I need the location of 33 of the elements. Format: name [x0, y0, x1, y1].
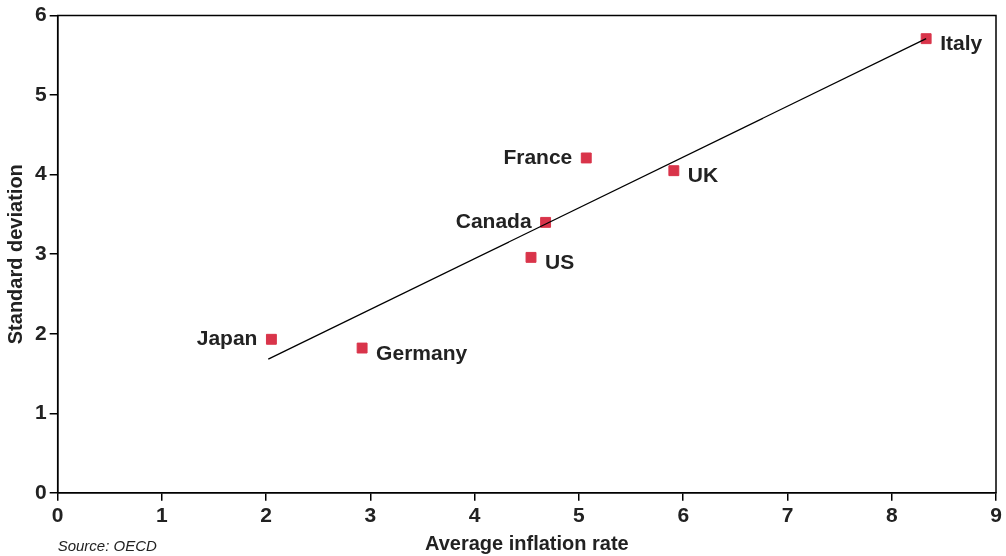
x-tick-label: 8 — [885, 503, 898, 527]
x-tick-label: 7 — [781, 503, 794, 527]
point — [920, 33, 932, 45]
annotation: France — [503, 144, 573, 168]
annotation: US — [545, 250, 575, 274]
y-tick-label: 4 — [34, 161, 47, 185]
x-tick-label: 3 — [364, 503, 377, 527]
y-tick-label: 1 — [34, 400, 47, 424]
x-tick-label: 4 — [468, 503, 481, 527]
annotation: Italy — [940, 31, 983, 55]
y-tick-label: 6 — [34, 2, 47, 26]
x-tick-label: 2 — [260, 503, 273, 527]
annotation: UK — [687, 163, 719, 187]
x-tick-label: 0 — [51, 503, 64, 527]
annotation: Japan — [196, 326, 258, 350]
y-tick-label: 0 — [34, 479, 47, 503]
y-tick-label: 5 — [34, 81, 47, 105]
x-tick-label: 9 — [990, 503, 1002, 527]
y-tick-label: 2 — [34, 320, 47, 344]
source-note: Source: OECD — [57, 536, 158, 554]
point — [668, 165, 680, 177]
x-axis-title: Average inflation rate — [424, 531, 629, 554]
point — [580, 152, 592, 164]
annotation: Canada — [455, 209, 532, 233]
annotation: Germany — [376, 340, 468, 364]
point — [265, 333, 277, 345]
x-tick-label: 5 — [573, 503, 586, 527]
x-tick-label: 6 — [677, 503, 690, 527]
y-axis-title: Standard deviation — [3, 164, 26, 345]
y-tick-label: 3 — [34, 241, 47, 264]
point — [525, 251, 537, 263]
x-tick-label: 1 — [156, 503, 169, 527]
point — [356, 342, 368, 354]
